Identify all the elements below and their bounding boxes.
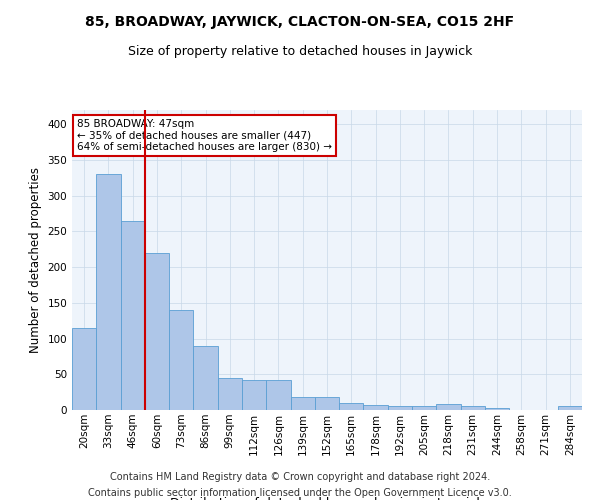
- Bar: [412, 406, 436, 410]
- Bar: [193, 346, 218, 410]
- Text: Size of property relative to detached houses in Jaywick: Size of property relative to detached ho…: [128, 45, 472, 58]
- Bar: [290, 397, 315, 410]
- Bar: [461, 406, 485, 410]
- Bar: [96, 174, 121, 410]
- Bar: [145, 253, 169, 410]
- Bar: [558, 406, 582, 410]
- Text: Contains public sector information licensed under the Open Government Licence v3: Contains public sector information licen…: [88, 488, 512, 498]
- Bar: [218, 378, 242, 410]
- Bar: [485, 408, 509, 410]
- Bar: [72, 328, 96, 410]
- Bar: [242, 380, 266, 410]
- Bar: [121, 220, 145, 410]
- X-axis label: Distribution of detached houses by size in Jaywick: Distribution of detached houses by size …: [170, 496, 484, 500]
- Text: 85, BROADWAY, JAYWICK, CLACTON-ON-SEA, CO15 2HF: 85, BROADWAY, JAYWICK, CLACTON-ON-SEA, C…: [85, 15, 515, 29]
- Bar: [388, 406, 412, 410]
- Bar: [266, 380, 290, 410]
- Bar: [169, 310, 193, 410]
- Bar: [339, 403, 364, 410]
- Text: 85 BROADWAY: 47sqm
← 35% of detached houses are smaller (447)
64% of semi-detach: 85 BROADWAY: 47sqm ← 35% of detached hou…: [77, 119, 332, 152]
- Bar: [315, 397, 339, 410]
- Bar: [364, 405, 388, 410]
- Bar: [436, 404, 461, 410]
- Y-axis label: Number of detached properties: Number of detached properties: [29, 167, 42, 353]
- Text: Contains HM Land Registry data © Crown copyright and database right 2024.: Contains HM Land Registry data © Crown c…: [110, 472, 490, 482]
